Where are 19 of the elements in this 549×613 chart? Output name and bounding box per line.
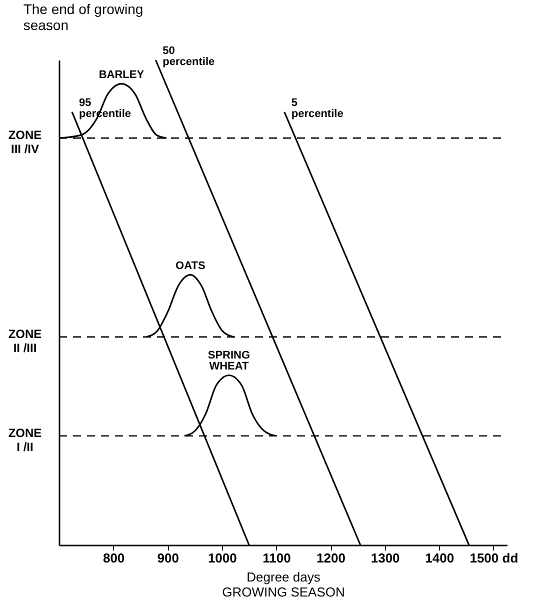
series-label: SPRING WHEAT [208, 349, 250, 372]
x-tick-label: 900 [157, 550, 179, 566]
x-tick-label: 1300 [370, 550, 400, 566]
series-label: BARLEY [98, 68, 145, 81]
x-tick-label: 800 [102, 550, 125, 566]
ref-line-label: ZONE I /II [8, 426, 42, 454]
x-tick-label: 1200 [316, 550, 346, 566]
x-tick-label: 1100 [262, 550, 291, 566]
series-label: OATS [176, 260, 206, 272]
ref-line-label: ZONE II /III [8, 326, 42, 355]
x-tick-label: 1400 [425, 550, 454, 566]
series-label: 50 percentile [162, 45, 215, 68]
chart-title: The end of growing season [23, 1, 144, 33]
x-tick-label: 1000 [208, 550, 237, 566]
ref-line-label: ZONE III /IV [8, 128, 42, 156]
x-axis-title: Degree days [246, 570, 321, 584]
text: GROWING SEASON [222, 584, 345, 600]
series-label: 5 percentile [291, 96, 344, 120]
x-tick-label: 1500 dd [470, 550, 518, 566]
